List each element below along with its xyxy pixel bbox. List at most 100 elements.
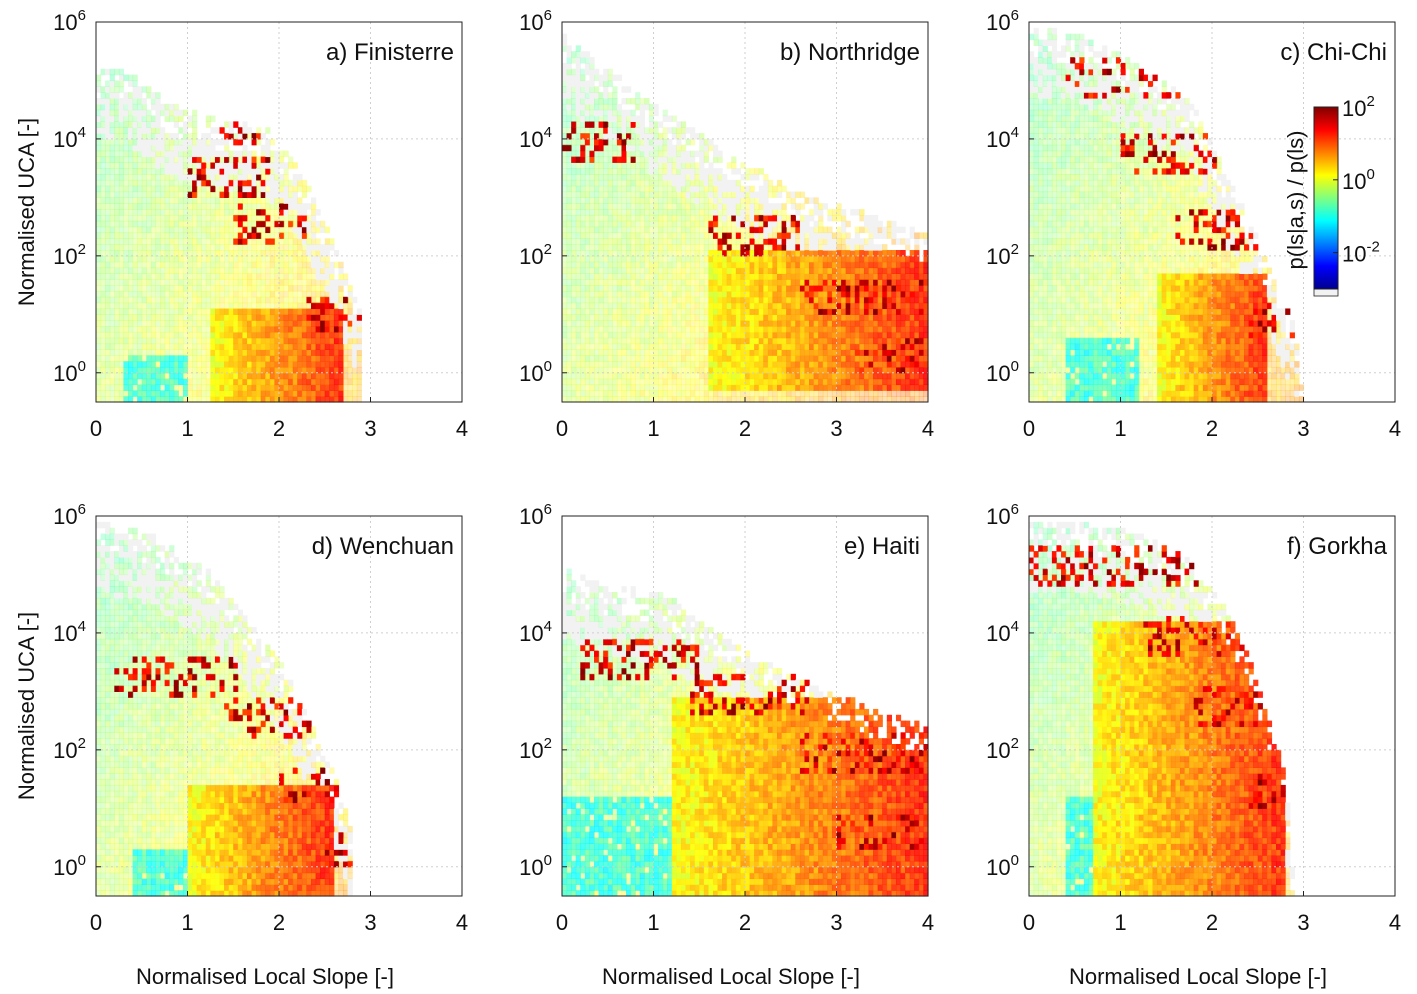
heatmap-cell (118, 314, 125, 321)
heatmap-cell (772, 226, 778, 234)
heatmap-cell (219, 372, 225, 380)
heatmap-cell (644, 267, 650, 274)
heatmap-cell (228, 203, 234, 210)
heatmap-cell (671, 214, 677, 222)
heatmap-cell (210, 290, 216, 298)
heatmap-cell (616, 109, 623, 117)
heatmap-cell (242, 226, 248, 234)
heatmap-cell (311, 232, 317, 239)
heatmap-cell (575, 390, 581, 397)
heatmap-cell (635, 267, 641, 274)
heatmap-cell (653, 349, 659, 356)
heatmap-cell (772, 366, 778, 374)
heatmap-cell (580, 203, 586, 210)
heatmap-cell (338, 390, 344, 397)
heatmap-cell (306, 273, 312, 280)
heatmap-cell (694, 361, 700, 368)
heatmap-cell (731, 290, 737, 298)
heatmap-cell (648, 296, 655, 304)
heatmap-cell (566, 168, 572, 175)
heatmap-cell (306, 244, 312, 251)
heatmap-cell (671, 150, 677, 158)
heatmap-cell (676, 162, 682, 169)
heatmap-cell (246, 273, 253, 280)
heatmap-cell (132, 343, 138, 350)
heatmap-cell (242, 384, 248, 391)
heatmap-cell (626, 320, 632, 327)
heatmap-cell (571, 51, 577, 58)
heatmap-cell (187, 290, 193, 298)
heatmap-cell (777, 378, 783, 386)
heatmap-cell (114, 168, 120, 175)
heatmap-cell (105, 296, 111, 304)
heatmap-cell (269, 372, 276, 380)
heatmap-cell (333, 337, 340, 345)
heatmap-cell (571, 74, 577, 82)
heatmap-cell (141, 326, 147, 333)
heatmap-cell (767, 314, 774, 321)
heatmap-cell (137, 244, 143, 251)
heatmap-cell (242, 273, 248, 280)
heatmap-cell (128, 361, 134, 368)
heatmap-cell (114, 372, 120, 380)
heatmap-cell (260, 285, 266, 292)
heatmap-cell (187, 308, 193, 315)
heatmap-cell (105, 103, 111, 111)
heatmap-cell (740, 302, 746, 310)
heatmap-cell (196, 314, 202, 321)
heatmap-cell (105, 203, 111, 210)
heatmap-cell (109, 244, 115, 251)
heatmap-cell (109, 302, 115, 310)
heatmap-cell (639, 326, 645, 333)
heatmap-cell (616, 133, 623, 140)
heatmap-cell (790, 326, 796, 333)
heatmap-cell (260, 273, 266, 280)
heatmap-cell (644, 396, 650, 403)
heatmap-cell (137, 372, 143, 380)
heatmap-cell (128, 127, 134, 134)
heatmap-cell (338, 384, 344, 391)
heatmap-cell (575, 138, 581, 146)
heatmap-cell (251, 138, 257, 146)
heatmap-cell (210, 174, 216, 181)
heatmap-cell (566, 290, 572, 298)
heatmap-cell (100, 331, 106, 339)
heatmap-cell (667, 273, 673, 280)
heatmap-cell (749, 185, 755, 193)
heatmap-cell (580, 326, 586, 333)
heatmap-cell (731, 267, 737, 274)
heatmap-cell (708, 273, 714, 280)
heatmap-cell (781, 326, 787, 333)
heatmap-cell (265, 384, 271, 391)
heatmap-cell (562, 232, 568, 239)
heatmap-cell (343, 296, 349, 304)
heatmap-cell (763, 326, 769, 333)
heatmap-cell (320, 326, 326, 333)
heatmap-cell (795, 326, 801, 333)
heatmap-cell (735, 355, 742, 362)
heatmap-cell (635, 226, 641, 234)
heatmap-cell (562, 220, 568, 228)
heatmap-cell (781, 396, 787, 403)
heatmap-cell (790, 337, 796, 345)
heatmap-cell (607, 203, 613, 210)
heatmap-cell (283, 203, 289, 210)
heatmap-cell (562, 156, 568, 163)
heatmap-cell (96, 273, 102, 280)
heatmap-cell (105, 349, 111, 356)
heatmap-cell (242, 197, 248, 204)
heatmap-cell (580, 109, 586, 117)
heatmap-cell (671, 390, 677, 397)
heatmap-cell (260, 214, 266, 222)
heatmap-cell (603, 232, 609, 239)
heatmap-cell (164, 109, 170, 117)
heatmap-cell (598, 273, 604, 280)
heatmap-cell (603, 214, 609, 222)
heatmap-cell (745, 337, 751, 345)
heatmap-cell (735, 220, 742, 228)
heatmap-cell (132, 238, 138, 245)
heatmap-cell (786, 214, 792, 222)
heatmap-cell (169, 331, 175, 339)
heatmap-cell (251, 168, 257, 175)
